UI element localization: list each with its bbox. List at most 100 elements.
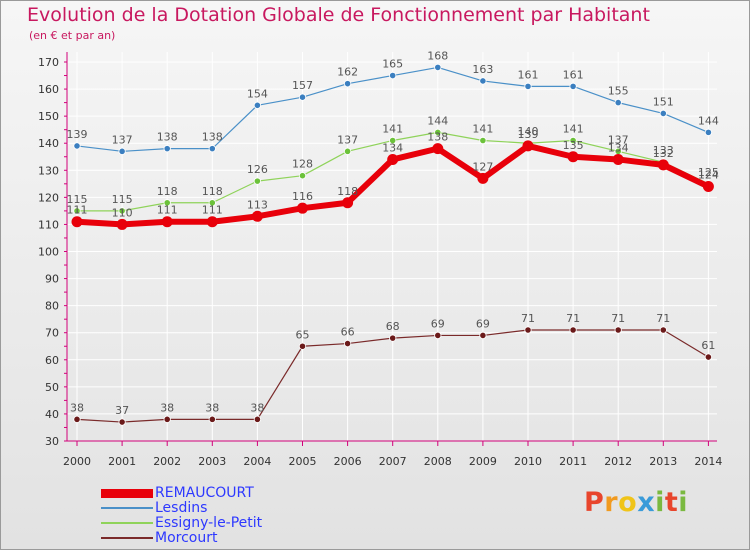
data-point-remaucourt — [522, 140, 534, 152]
legend-swatch — [101, 488, 153, 498]
chart-subtitle: (en € et par an) — [29, 29, 116, 42]
data-label-lesdins: 151 — [653, 95, 674, 108]
chart-title: Evolution de la Dotation Globale de Fonc… — [27, 4, 650, 26]
data-label-morcourt: 37 — [115, 404, 129, 417]
data-point-morcourt — [659, 326, 667, 334]
data-point-lesdins — [659, 109, 667, 118]
x-tick-label: 2011 — [559, 455, 587, 468]
data-point-essigny-le-petit — [569, 136, 577, 145]
data-point-remaucourt — [206, 216, 218, 228]
data-label-essigny-le-petit: 128 — [292, 158, 313, 171]
data-label-essigny-le-petit: 137 — [337, 133, 358, 146]
data-label-essigny-le-petit: 115 — [67, 193, 88, 206]
data-point-morcourt — [163, 415, 171, 423]
data-label-essigny-le-petit: 133 — [653, 144, 674, 157]
data-label-lesdins: 144 — [698, 114, 719, 127]
data-point-morcourt — [343, 339, 352, 348]
y-tick-label: 110 — [38, 218, 59, 231]
y-tick-label: 150 — [38, 110, 59, 123]
data-point-remaucourt — [612, 153, 624, 165]
data-point-essigny-le-petit — [434, 128, 442, 136]
data-point-morcourt — [208, 415, 216, 423]
data-label-remaucourt: 111 — [67, 204, 88, 217]
data-point-morcourt — [434, 331, 442, 340]
data-point-essigny-le-petit — [479, 136, 487, 145]
x-tick-label: 2000 — [63, 455, 91, 468]
logo-letter: P — [584, 487, 605, 518]
data-point-morcourt — [298, 342, 307, 350]
data-point-morcourt — [73, 415, 81, 423]
data-label-essigny-le-petit: 144 — [427, 114, 448, 127]
data-label-essigny-le-petit: 137 — [608, 133, 629, 146]
x-tick-label: 2001 — [108, 455, 136, 468]
data-label-morcourt: 66 — [341, 326, 355, 339]
legend-label: REMAUCOURT — [155, 485, 254, 501]
data-point-lesdins — [389, 71, 397, 80]
x-tick-label: 2002 — [153, 455, 181, 468]
legend-swatch — [101, 507, 153, 509]
data-point-morcourt — [569, 326, 577, 334]
x-tick-label: 2008 — [424, 455, 452, 468]
data-point-essigny-le-petit — [73, 207, 81, 215]
data-point-morcourt — [524, 326, 532, 334]
data-label-lesdins: 163 — [472, 63, 493, 76]
data-point-morcourt — [614, 326, 622, 334]
logo-letter: r — [604, 487, 619, 518]
y-tick-label: 30 — [45, 435, 59, 448]
data-label-lesdins: 161 — [563, 68, 584, 81]
data-point-morcourt — [389, 334, 397, 342]
logo-letter: i — [678, 487, 689, 518]
data-label-lesdins: 155 — [608, 85, 629, 98]
data-point-lesdins — [298, 93, 307, 101]
legend-swatch — [101, 522, 153, 524]
data-point-essigny-le-petit — [163, 199, 171, 207]
data-point-lesdins — [118, 147, 126, 155]
x-tick-label: 2009 — [469, 455, 497, 468]
data-point-remaucourt — [432, 143, 444, 155]
data-point-lesdins — [73, 142, 81, 150]
data-point-remaucourt — [657, 159, 669, 171]
data-point-lesdins — [208, 145, 216, 153]
data-label-essigny-le-petit: 141 — [472, 123, 493, 136]
data-point-remaucourt — [161, 216, 173, 228]
x-tick-label: 2010 — [514, 455, 542, 468]
data-point-remaucourt — [71, 216, 83, 228]
legend-label: Essigny-le-Petit — [155, 515, 263, 531]
data-label-lesdins: 165 — [382, 58, 403, 71]
logo-letter: x — [637, 487, 656, 518]
y-tick-label: 130 — [38, 164, 59, 177]
data-label-lesdins: 139 — [67, 128, 88, 141]
data-label-lesdins: 168 — [427, 49, 448, 62]
data-label-morcourt: 61 — [701, 339, 715, 352]
data-label-remaucourt: 118 — [337, 185, 358, 198]
data-label-essigny-le-petit: 140 — [518, 125, 539, 138]
data-label-morcourt: 71 — [611, 312, 625, 325]
data-label-morcourt: 71 — [566, 312, 580, 325]
x-tick-label: 2013 — [649, 455, 677, 468]
y-tick-label: 40 — [45, 408, 59, 421]
data-label-essigny-le-petit: 118 — [157, 185, 178, 198]
y-tick-label: 140 — [38, 137, 59, 150]
data-label-remaucourt: 116 — [292, 190, 313, 203]
x-tick-label: 2014 — [694, 455, 722, 468]
data-label-essigny-le-petit: 115 — [112, 193, 133, 206]
data-label-morcourt: 38 — [250, 401, 264, 414]
data-label-lesdins: 137 — [112, 133, 133, 146]
data-point-remaucourt — [567, 151, 579, 163]
data-label-essigny-le-petit: 126 — [247, 163, 268, 176]
data-label-remaucourt: 134 — [382, 141, 403, 154]
data-label-remaucourt: 132 — [653, 147, 674, 160]
y-tick-label: 80 — [45, 300, 59, 313]
data-point-remaucourt — [342, 197, 354, 209]
data-label-remaucourt: 139 — [518, 128, 539, 141]
x-tick-label: 2003 — [198, 455, 226, 468]
data-label-remaucourt: 113 — [247, 198, 268, 211]
data-label-morcourt: 38 — [205, 401, 219, 414]
y-tick-label: 50 — [45, 381, 59, 394]
y-tick-label: 60 — [45, 354, 59, 367]
data-point-essigny-le-petit — [208, 199, 216, 207]
data-label-remaucourt: 138 — [427, 131, 448, 144]
data-point-essigny-le-petit — [389, 136, 397, 145]
